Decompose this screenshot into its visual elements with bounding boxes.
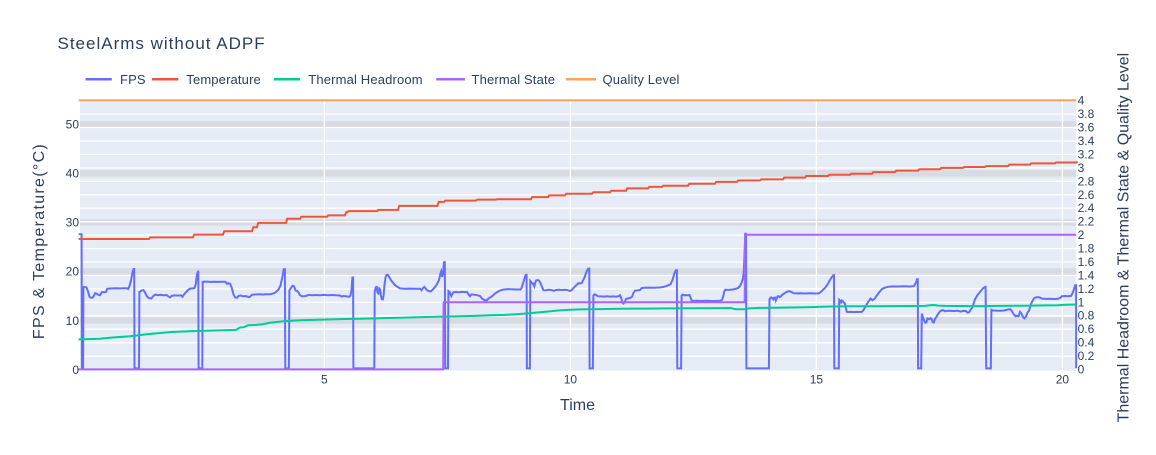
svg-text:1.4: 1.4 — [1078, 268, 1095, 282]
svg-text:0: 0 — [1078, 363, 1085, 377]
svg-text:Thermal Headroom: Thermal Headroom — [308, 72, 422, 87]
svg-text:1.2: 1.2 — [1078, 282, 1095, 296]
svg-text:Temperature: Temperature — [186, 72, 261, 87]
svg-text:2.2: 2.2 — [1078, 215, 1095, 229]
svg-text:0: 0 — [72, 363, 79, 377]
svg-text:30: 30 — [66, 216, 80, 230]
svg-text:FPS: FPS — [120, 72, 146, 87]
svg-text:15: 15 — [810, 372, 824, 386]
svg-text:50: 50 — [66, 118, 80, 132]
svg-text:0.4: 0.4 — [1078, 336, 1095, 350]
svg-text:2.6: 2.6 — [1078, 188, 1095, 202]
svg-text:40: 40 — [66, 167, 80, 181]
svg-text:0.2: 0.2 — [1078, 349, 1095, 363]
svg-text:Quality Level: Quality Level — [603, 72, 680, 87]
svg-text:10: 10 — [564, 372, 578, 386]
svg-text:1: 1 — [1078, 295, 1085, 309]
svg-text:4: 4 — [1078, 94, 1085, 108]
svg-text:0.6: 0.6 — [1078, 322, 1095, 336]
svg-text:3.8: 3.8 — [1078, 107, 1095, 121]
svg-text:5: 5 — [321, 372, 328, 386]
svg-text:Thermal Headroom & Thermal Sta: Thermal Headroom & Thermal State & Quali… — [1116, 53, 1133, 423]
svg-text:Time: Time — [560, 397, 595, 414]
svg-text:1.6: 1.6 — [1078, 255, 1095, 269]
svg-text:20: 20 — [1056, 372, 1070, 386]
svg-text:2.4: 2.4 — [1078, 201, 1095, 215]
svg-text:3.4: 3.4 — [1078, 134, 1095, 148]
svg-text:3.2: 3.2 — [1078, 148, 1095, 162]
svg-text:10: 10 — [66, 314, 80, 328]
svg-text:20: 20 — [66, 265, 80, 279]
svg-text:3.6: 3.6 — [1078, 121, 1095, 135]
svg-text:2: 2 — [1078, 228, 1085, 242]
svg-text:3: 3 — [1078, 161, 1085, 175]
svg-text:FPS & Temperature(°C): FPS & Temperature(°C) — [31, 143, 48, 339]
svg-text:2.8: 2.8 — [1078, 174, 1095, 188]
svg-text:0.8: 0.8 — [1078, 309, 1095, 323]
svg-text:1.8: 1.8 — [1078, 242, 1095, 256]
svg-text:Thermal State: Thermal State — [472, 72, 556, 87]
svg-text:SteelArms without ADPF: SteelArms without ADPF — [58, 34, 266, 53]
